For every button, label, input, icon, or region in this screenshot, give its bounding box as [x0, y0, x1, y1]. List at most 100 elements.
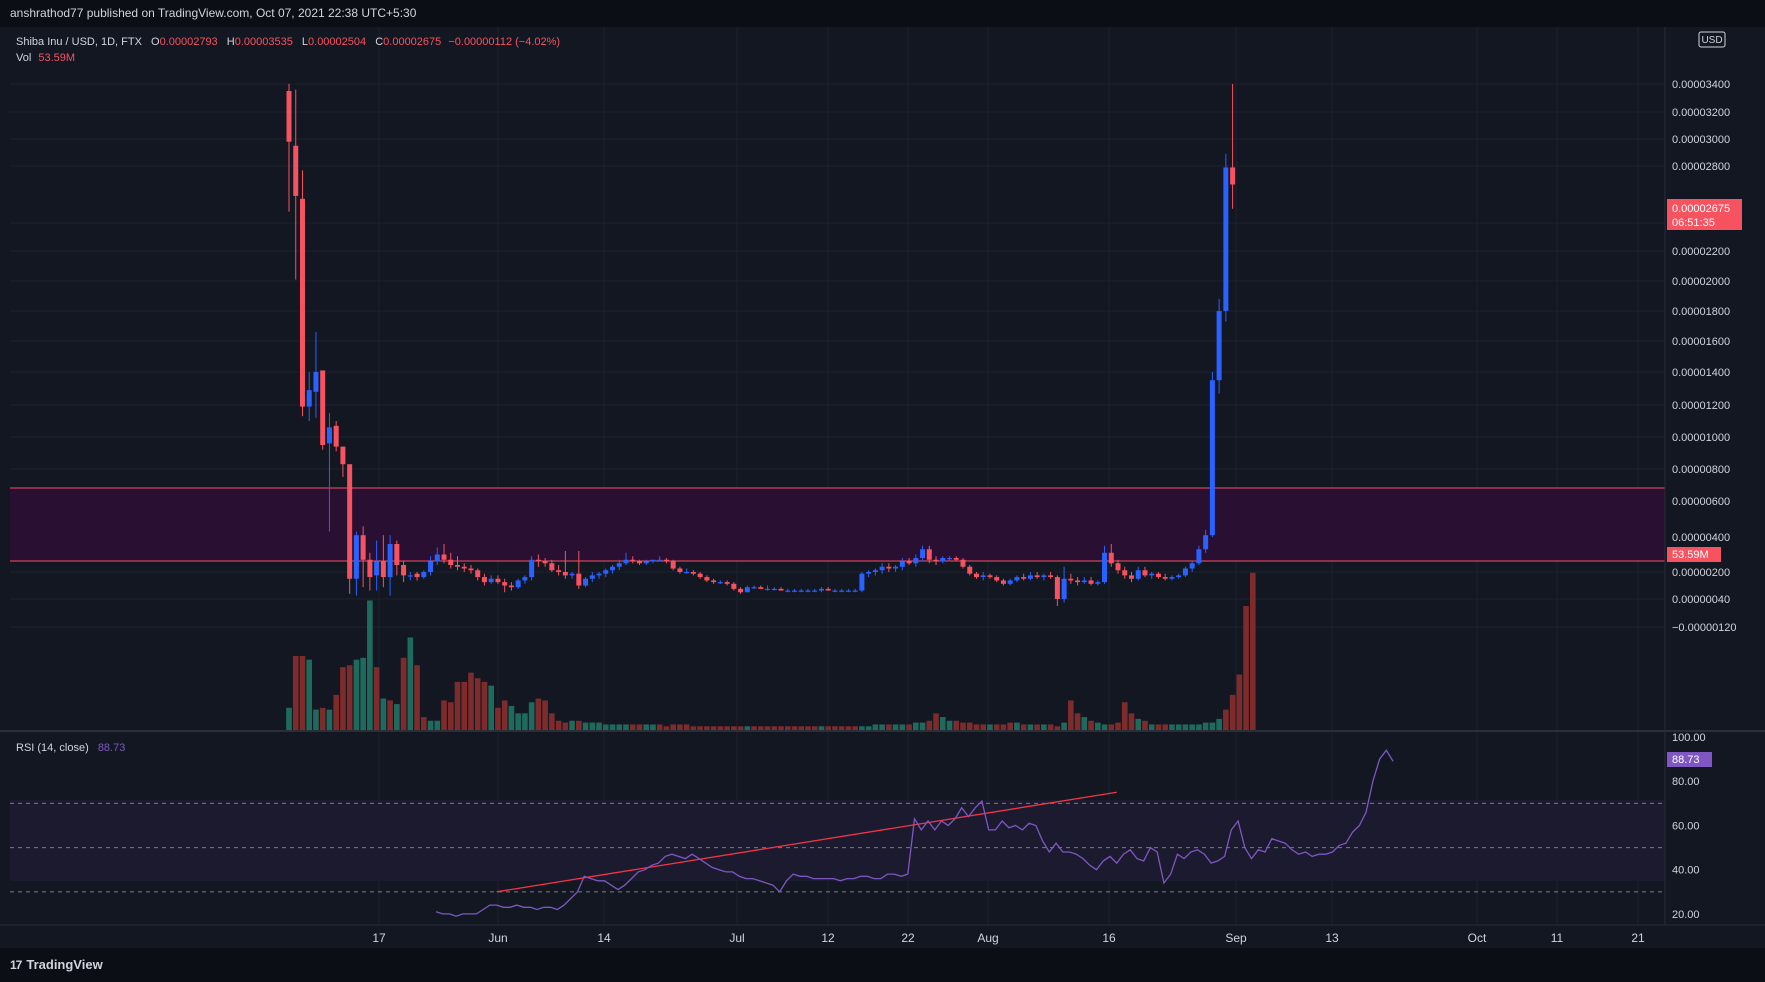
candle-body [515, 580, 521, 588]
volume-bar [859, 726, 865, 730]
volume-bar [1115, 722, 1121, 730]
tradingview-logo[interactable]: 17 TradingView [10, 957, 103, 972]
volume-bar [1155, 724, 1162, 730]
candle [421, 570, 427, 579]
candle-body [798, 590, 804, 592]
candle-body [1021, 577, 1027, 579]
candle-body [893, 566, 899, 569]
candle [603, 568, 609, 578]
volume-bar [333, 694, 339, 730]
candle-body [569, 573, 575, 576]
candle [1034, 572, 1040, 579]
candle-body [677, 568, 683, 572]
candle-body [562, 572, 568, 576]
close-label: C [375, 36, 383, 48]
price-tick-label: −0.00000120 [1672, 622, 1737, 634]
candle-body [1182, 568, 1188, 576]
volume-bar [1236, 674, 1243, 730]
volume-bar [939, 717, 946, 730]
candle [744, 585, 750, 593]
candle-body [704, 577, 710, 581]
candle [724, 580, 730, 586]
candle [738, 587, 744, 594]
volume-bar [724, 726, 730, 730]
volume-bar [542, 700, 548, 730]
volume-bar [643, 724, 650, 730]
time-axis: 17 Jun 14 Jul 12 22 Aug 16 Sep 13 Oct 11 21 [372, 931, 1645, 945]
volume-bar [663, 726, 670, 730]
candle-body [899, 561, 905, 567]
volume-bar [1020, 724, 1027, 730]
candle [1209, 372, 1215, 537]
candle [825, 587, 831, 591]
volume-bar [421, 717, 427, 730]
volume-bar [1027, 724, 1034, 730]
candle [778, 587, 784, 591]
volume-label: Vol [16, 52, 31, 64]
candle-body [933, 559, 939, 562]
candle [690, 570, 696, 576]
volume-bar [710, 726, 717, 730]
time-tick-label: 17 [372, 931, 386, 945]
candle [994, 575, 1000, 583]
volume-bar [1216, 718, 1222, 730]
volume-bar [629, 724, 636, 730]
candle-body [663, 559, 669, 562]
volume-bar [461, 681, 468, 730]
volume-bar [1209, 722, 1216, 730]
candle [677, 566, 683, 574]
candle [468, 565, 474, 574]
volume-bar [1007, 722, 1013, 730]
volume-badge-text: 53.59M [1672, 549, 1709, 561]
candle-body [1095, 582, 1101, 584]
candle-body [785, 590, 791, 592]
volume-bar [636, 724, 643, 730]
volume-bar [1054, 726, 1061, 730]
candle [623, 552, 629, 565]
price-tick-label: 0.00000600 [1672, 496, 1730, 508]
candle [852, 588, 858, 593]
candle [380, 535, 386, 588]
volume-bar [535, 698, 542, 730]
volume-bar [906, 724, 912, 730]
volume-bar [1068, 700, 1074, 730]
volume-bar [602, 724, 609, 730]
candle-body [792, 590, 797, 592]
volume-bar [609, 724, 616, 730]
chart-canvas[interactable]: 0.00003400 0.00003200 0.00003000 0.00002800… [0, 27, 1765, 948]
candle [1081, 577, 1087, 584]
time-tick-label: 21 [1631, 931, 1645, 945]
volume-bar [616, 724, 623, 730]
time-tick-label: Oct [1468, 931, 1487, 945]
volume-bar [1148, 724, 1155, 730]
candle-body [872, 570, 878, 572]
candle-body [953, 558, 959, 560]
candle [940, 556, 946, 564]
candle-body [603, 570, 609, 574]
candle [394, 540, 400, 576]
candle-body [751, 587, 757, 589]
currency-badge[interactable]: USD [1698, 31, 1726, 48]
open-label: O [151, 36, 160, 48]
candle-body [1014, 577, 1020, 581]
candle [387, 535, 393, 596]
candle [893, 565, 899, 572]
volume-bar [596, 722, 602, 730]
candle-body [326, 427, 332, 444]
tradingview-logo-icon: 17 [10, 957, 22, 972]
candle-body [845, 590, 851, 592]
candle [845, 588, 851, 593]
volume-bar [798, 726, 805, 730]
volume-bar [690, 726, 697, 730]
time-tick-label: Jun [488, 931, 507, 945]
time-tick-label: Jul [729, 931, 744, 945]
candle [751, 585, 757, 589]
candle-body [643, 561, 649, 564]
candle [1149, 572, 1155, 579]
candle-body [906, 561, 912, 564]
volume-bars [286, 572, 1256, 730]
candle [340, 446, 346, 477]
volume-bar [845, 726, 852, 730]
candle [522, 575, 528, 584]
volume-bar [1162, 724, 1168, 730]
